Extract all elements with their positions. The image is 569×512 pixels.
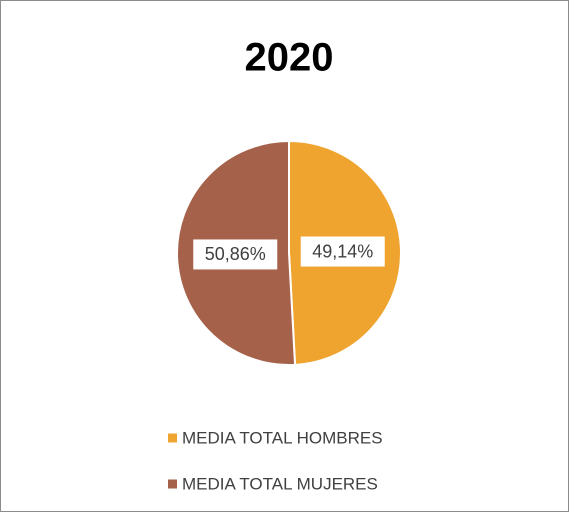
data-label-box — [193, 239, 278, 270]
data-label-box — [300, 236, 385, 267]
chart-title: 2020 — [245, 36, 334, 80]
legend-label: MEDIA TOTAL MUJERES — [182, 474, 378, 493]
legend-swatch — [168, 433, 177, 443]
legend-swatch — [168, 479, 177, 489]
data-label: 49,14% — [312, 241, 373, 261]
data-label: 50,86% — [205, 244, 266, 264]
legend-label: MEDIA TOTAL HOMBRES — [182, 428, 383, 447]
